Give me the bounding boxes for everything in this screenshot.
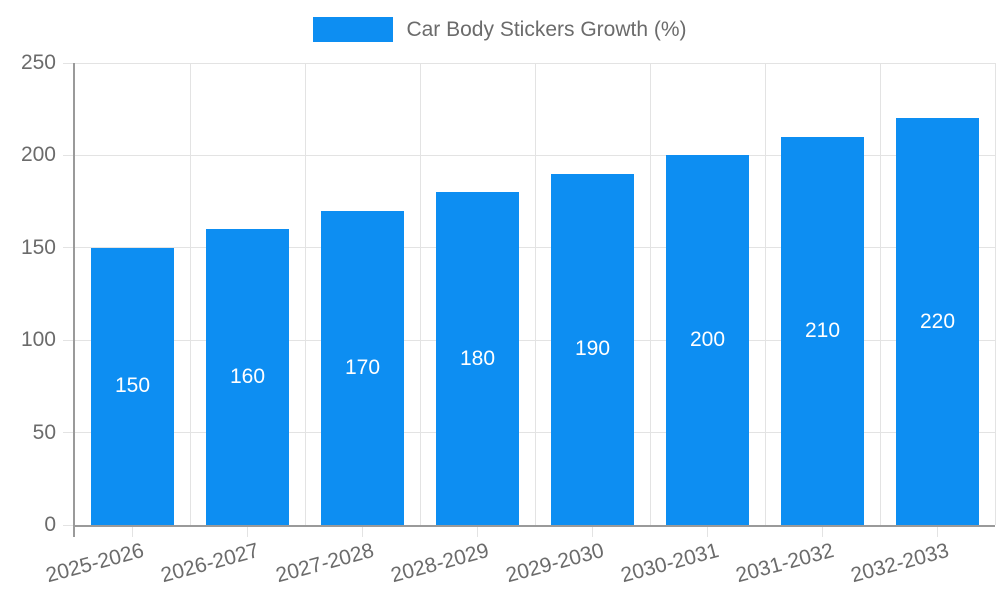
x-axis-tick-label: 2029-2030 (503, 539, 607, 588)
y-axis-tick-label: 150 (20, 235, 56, 259)
gridline-vertical (419, 63, 421, 525)
y-axis-tick-label: 50 (32, 420, 56, 444)
x-axis-tick-label: 2025-2026 (43, 539, 147, 588)
chart-legend-item[interactable]: Car Body Stickers Growth (%) (0, 17, 1000, 42)
x-axis-tick-label: 2031-2032 (733, 539, 837, 588)
y-axis-tick-label: 100 (20, 328, 56, 352)
bar[interactable] (206, 229, 289, 525)
bar[interactable] (666, 155, 749, 525)
bar-value-label: 150 (114, 374, 151, 398)
gridline-vertical (304, 63, 306, 525)
bar[interactable] (321, 210, 404, 525)
legend-label: Car Body Stickers Growth (%) (406, 18, 687, 41)
bar[interactable] (91, 247, 174, 525)
bar-value-label: 210 (804, 318, 841, 342)
x-axis-tick (132, 525, 133, 537)
x-axis-tick (362, 525, 363, 537)
gridline-vertical (649, 63, 651, 525)
bar[interactable] (781, 136, 864, 525)
y-axis-tick-label: 250 (20, 51, 56, 74)
x-axis-tick-label: 2028-2029 (388, 539, 492, 588)
bar-value-label: 180 (459, 346, 496, 370)
y-axis-tick-label: 200 (20, 143, 56, 167)
y-axis-line (73, 63, 75, 537)
x-axis-tick-label: 2032-2033 (848, 539, 952, 588)
y-axis-tick (63, 247, 75, 249)
bar-value-label: 220 (919, 309, 956, 333)
x-axis-tick-label: 2030-2031 (618, 539, 722, 588)
x-axis-tick (592, 525, 593, 537)
x-axis-tick (822, 525, 823, 537)
gridline-vertical (994, 63, 996, 525)
x-axis-tick (247, 525, 248, 537)
bar[interactable] (551, 173, 634, 525)
y-axis-tick (63, 62, 75, 64)
bar-value-label: 200 (689, 328, 726, 352)
bar-value-label: 170 (344, 355, 381, 379)
gridline-vertical (879, 63, 881, 525)
bar[interactable] (436, 192, 519, 525)
y-axis-tick (63, 339, 75, 341)
y-axis-tick (63, 154, 75, 156)
x-axis-tick (937, 525, 938, 537)
gridline-vertical (534, 63, 536, 525)
x-axis-tick (707, 525, 708, 537)
x-axis-tick-label: 2026-2027 (158, 539, 262, 588)
bar-value-label: 160 (229, 365, 266, 389)
y-axis-tick (63, 524, 75, 526)
gridline-vertical (189, 63, 191, 525)
y-axis-tick (63, 432, 75, 434)
bar-value-label: 190 (574, 337, 611, 361)
legend-swatch (313, 17, 394, 42)
x-axis-tick (477, 525, 478, 537)
x-axis-line (73, 525, 995, 527)
gridline-vertical (764, 63, 766, 525)
y-axis-tick-label: 0 (44, 513, 56, 536)
bar[interactable] (896, 118, 979, 525)
x-axis-tick-label: 2027-2028 (273, 539, 377, 588)
